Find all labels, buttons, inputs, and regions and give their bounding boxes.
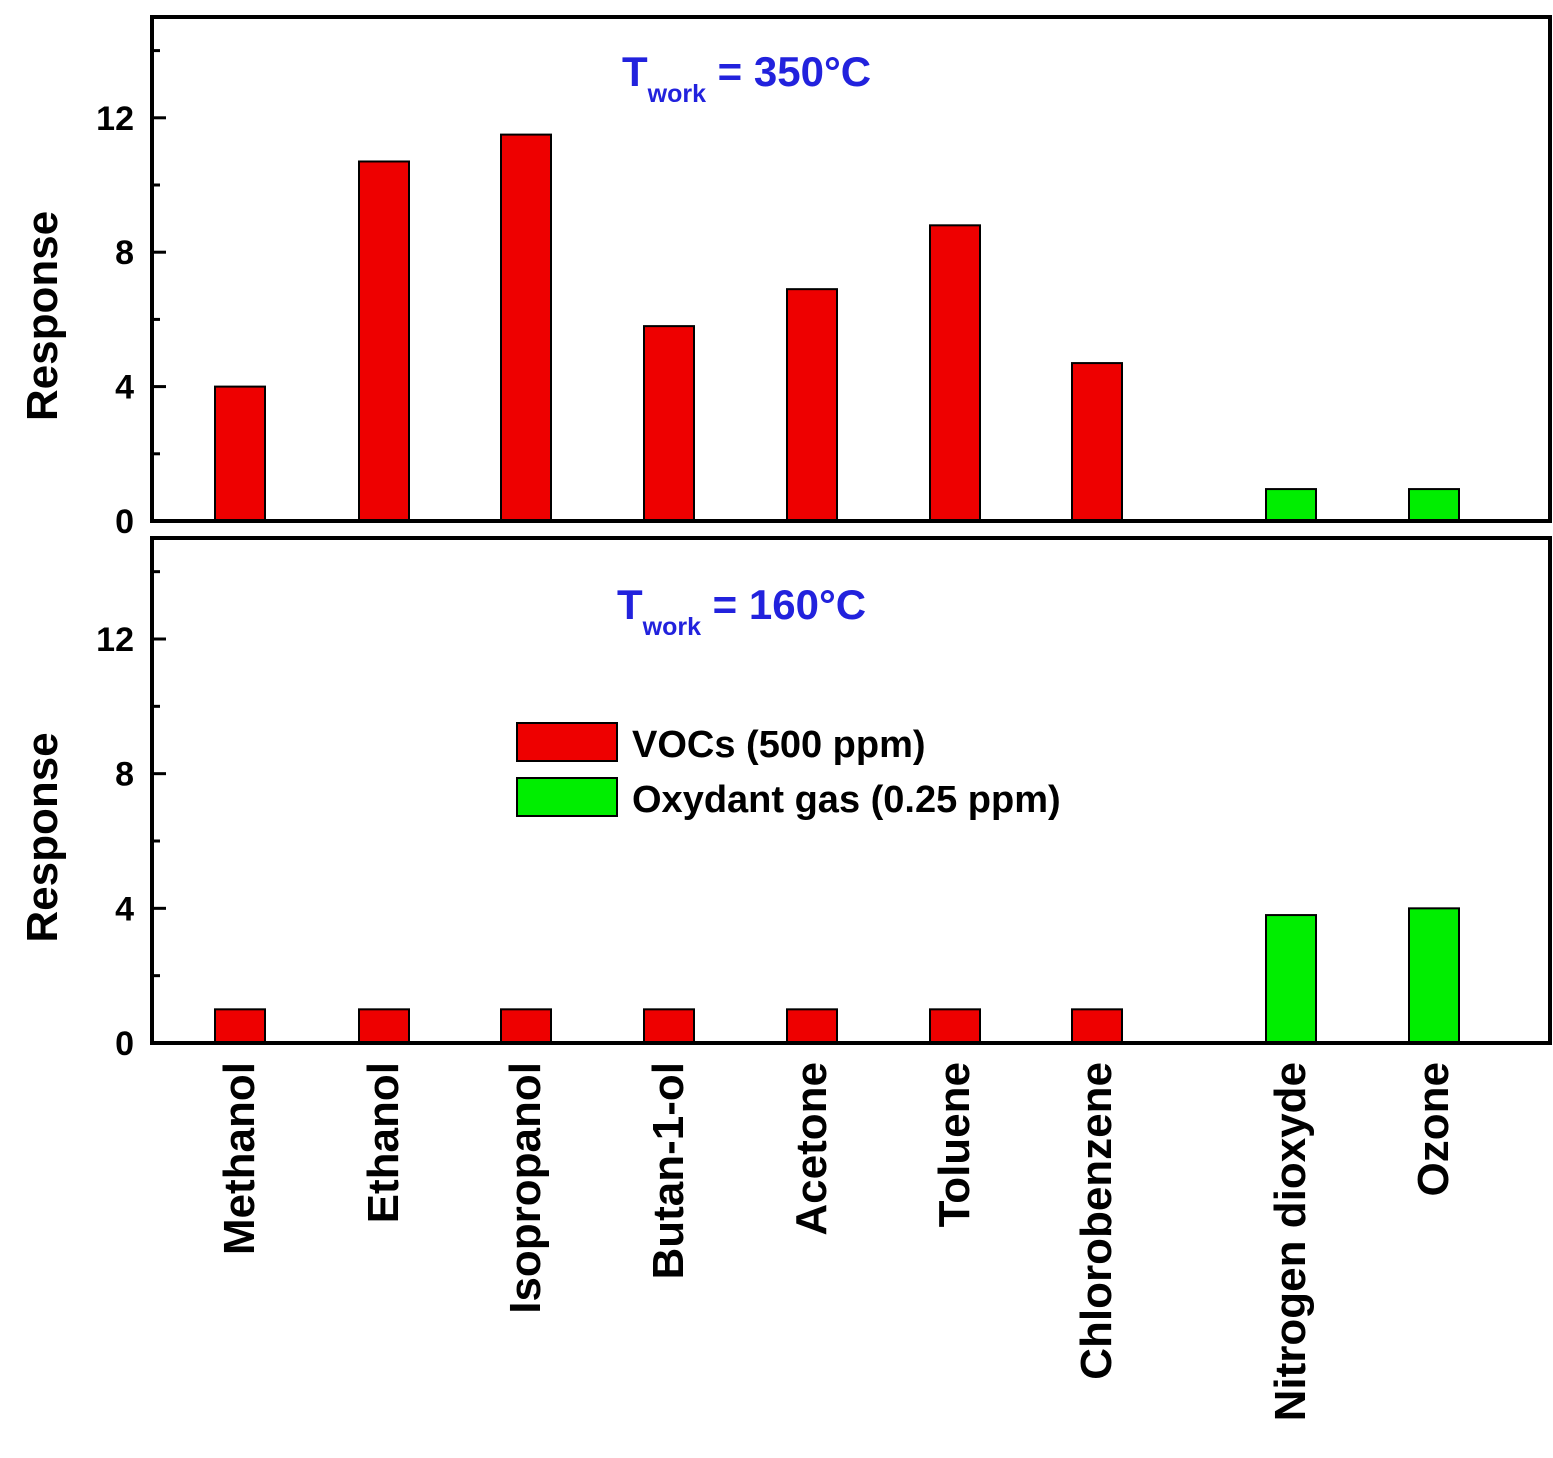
y-tick-label: 4 xyxy=(115,890,134,928)
x-category-label: Nitrogen dioxyde xyxy=(1266,1062,1315,1421)
y-tick-label: 0 xyxy=(115,503,134,541)
x-category-label: Methanol xyxy=(215,1062,264,1255)
y-tick-label: 12 xyxy=(96,621,134,659)
bar-methanol xyxy=(214,385,266,522)
legend-label-oxidant: Oxydant gas (0.25 ppm) xyxy=(632,779,1061,821)
bar-toluene xyxy=(929,224,981,522)
bar-butan-1-ol xyxy=(643,325,695,522)
panel-bottom: 0 4 8 12 Response Twork = 160°C xyxy=(18,536,1552,1063)
legend-swatch-oxidant xyxy=(516,777,618,817)
x-category-label: Acetone xyxy=(787,1062,836,1236)
bar-ethanol xyxy=(358,160,410,522)
plot-frame xyxy=(150,536,1552,1045)
bar-methanol xyxy=(214,1008,266,1044)
temperature-symbol: T xyxy=(617,581,643,628)
bar-toluene xyxy=(929,1008,981,1044)
panel-top: 0 4 8 12 Response Twork = 350°C xyxy=(18,15,1552,541)
y-axis-title: Response xyxy=(18,211,67,421)
x-category-label: Butan-1-ol xyxy=(644,1062,693,1280)
x-category-label: Ethanol xyxy=(359,1062,408,1223)
temperature-subscript: work xyxy=(647,80,706,108)
legend-label-voc: VOCs (500 ppm) xyxy=(632,724,926,766)
y-tick-label: 0 xyxy=(115,1025,134,1063)
x-category-label: Ozone xyxy=(1409,1062,1458,1196)
temperature-annotation: Twork = 350°C xyxy=(622,48,871,108)
bar-chlorobenzene xyxy=(1071,362,1123,522)
x-category-label: Chlorobenzene xyxy=(1072,1062,1121,1380)
y-tick-label: 8 xyxy=(115,234,134,272)
bar-butan-1-ol xyxy=(643,1008,695,1044)
bar-acetone xyxy=(786,288,838,522)
temperature-symbol: T xyxy=(622,48,648,95)
y-tick-label: 12 xyxy=(96,100,134,138)
bar-ethanol xyxy=(358,1008,410,1044)
temperature-value: = 160°C xyxy=(701,581,866,628)
y-tick-label: 8 xyxy=(115,756,134,794)
legend: VOCs (500 ppm) Oxydant gas (0.25 ppm) xyxy=(516,722,1061,821)
y-axis-title: Response xyxy=(18,732,67,942)
x-category-label: Isopropanol xyxy=(501,1062,550,1314)
legend-swatch-voc xyxy=(516,722,618,762)
bar-acetone xyxy=(786,1008,838,1044)
temperature-annotation: Twork = 160°C xyxy=(617,581,866,641)
y-tick-label: 4 xyxy=(115,369,134,407)
x-category-label: Toluene xyxy=(930,1062,979,1227)
temperature-subscript: work xyxy=(642,613,701,641)
bar-isopropanol xyxy=(500,133,552,522)
bar-isopropanol xyxy=(500,1008,552,1044)
bar-nitrogen-dioxyde xyxy=(1265,914,1317,1044)
plot-frame xyxy=(150,15,1552,523)
bar-nitrogen-dioxyde xyxy=(1265,488,1317,522)
temperature-value: = 350°C xyxy=(706,48,871,95)
bar-ozone xyxy=(1408,488,1460,522)
bar-chlorobenzene xyxy=(1071,1008,1123,1044)
bar-ozone xyxy=(1408,907,1460,1044)
